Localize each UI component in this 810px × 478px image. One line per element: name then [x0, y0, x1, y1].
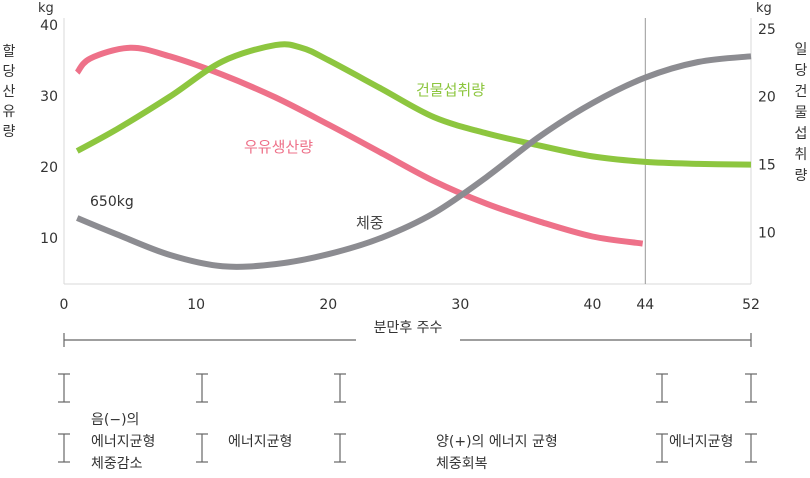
right-tick-label: 15: [758, 158, 776, 174]
phase-negative-balance-line3: 체중감소: [91, 456, 143, 472]
phase-positive-balance-line2: 체중회복: [436, 456, 488, 472]
x-tick-label: 30: [451, 297, 469, 313]
dry-matter-intake-line: [75, 41, 752, 168]
right-axis-title-char: 물: [795, 105, 808, 121]
left-axis-ticks: 10 20 30 40: [40, 18, 58, 247]
left-axis-title-char: 할: [3, 44, 16, 60]
right-axis-title-char: 일: [795, 42, 808, 58]
right-axis-title-char: 섭: [795, 126, 808, 142]
milk-yield-line: [74, 44, 644, 247]
x-tick-label: 52: [742, 297, 760, 313]
right-tick-label: 10: [758, 225, 776, 241]
milk-yield-label: 우유생산량: [244, 138, 313, 156]
x-axis-title: 분만후 주수: [374, 320, 443, 336]
phase-negative-balance-line2: 에너지균형: [91, 434, 155, 450]
x-tick-label: 44: [636, 297, 654, 313]
left-axis-unit: kg: [38, 1, 54, 16]
dry-matter-intake-label: 건물섭취량: [416, 81, 485, 99]
x-tick-label: 10: [187, 297, 205, 313]
body-weight-line: [76, 53, 752, 270]
left-tick-label: 40: [40, 18, 58, 34]
right-axis-unit: kg: [756, 1, 772, 16]
left-axis-title-char: 산: [3, 84, 16, 100]
phase-positive-balance-line1: 양(+)의 에너지 균형: [436, 434, 558, 450]
body-weight-label: 체중: [356, 214, 384, 232]
left-axis-title-char: 량: [3, 124, 16, 140]
phase-balance-2: 에너지균형: [669, 434, 733, 450]
right-axis-title-char: 취: [795, 147, 808, 163]
left-tick-label: 30: [40, 89, 58, 105]
body-weight-start-label: 650kg: [90, 194, 134, 210]
left-axis-title-char: 유: [3, 104, 16, 120]
phase-balance-1: 에너지균형: [228, 434, 292, 450]
right-axis-title-char: 량: [795, 168, 808, 184]
series-layer: [74, 41, 752, 270]
x-axis-ticks: 0 10 20 30 40 44 52: [60, 297, 760, 313]
x-tick-label: 20: [319, 297, 337, 313]
right-tick-label: 20: [758, 90, 776, 106]
phase-negative-balance-line1: 음(−)의: [91, 412, 139, 428]
right-axis-title-char: 건: [795, 84, 808, 100]
phase-markers: [58, 373, 757, 463]
right-axis-title-char: 당: [795, 63, 808, 79]
right-axis-ticks: 10 15 20 25: [758, 22, 776, 242]
left-axis-title-char: 당: [3, 64, 16, 80]
x-tick-label: 0: [60, 297, 69, 313]
x-axis-title-bg: [356, 330, 460, 350]
left-tick-label: 10: [40, 231, 58, 247]
x-tick-label: 40: [584, 297, 602, 313]
right-tick-label: 25: [758, 22, 776, 38]
left-tick-label: 20: [40, 160, 58, 176]
